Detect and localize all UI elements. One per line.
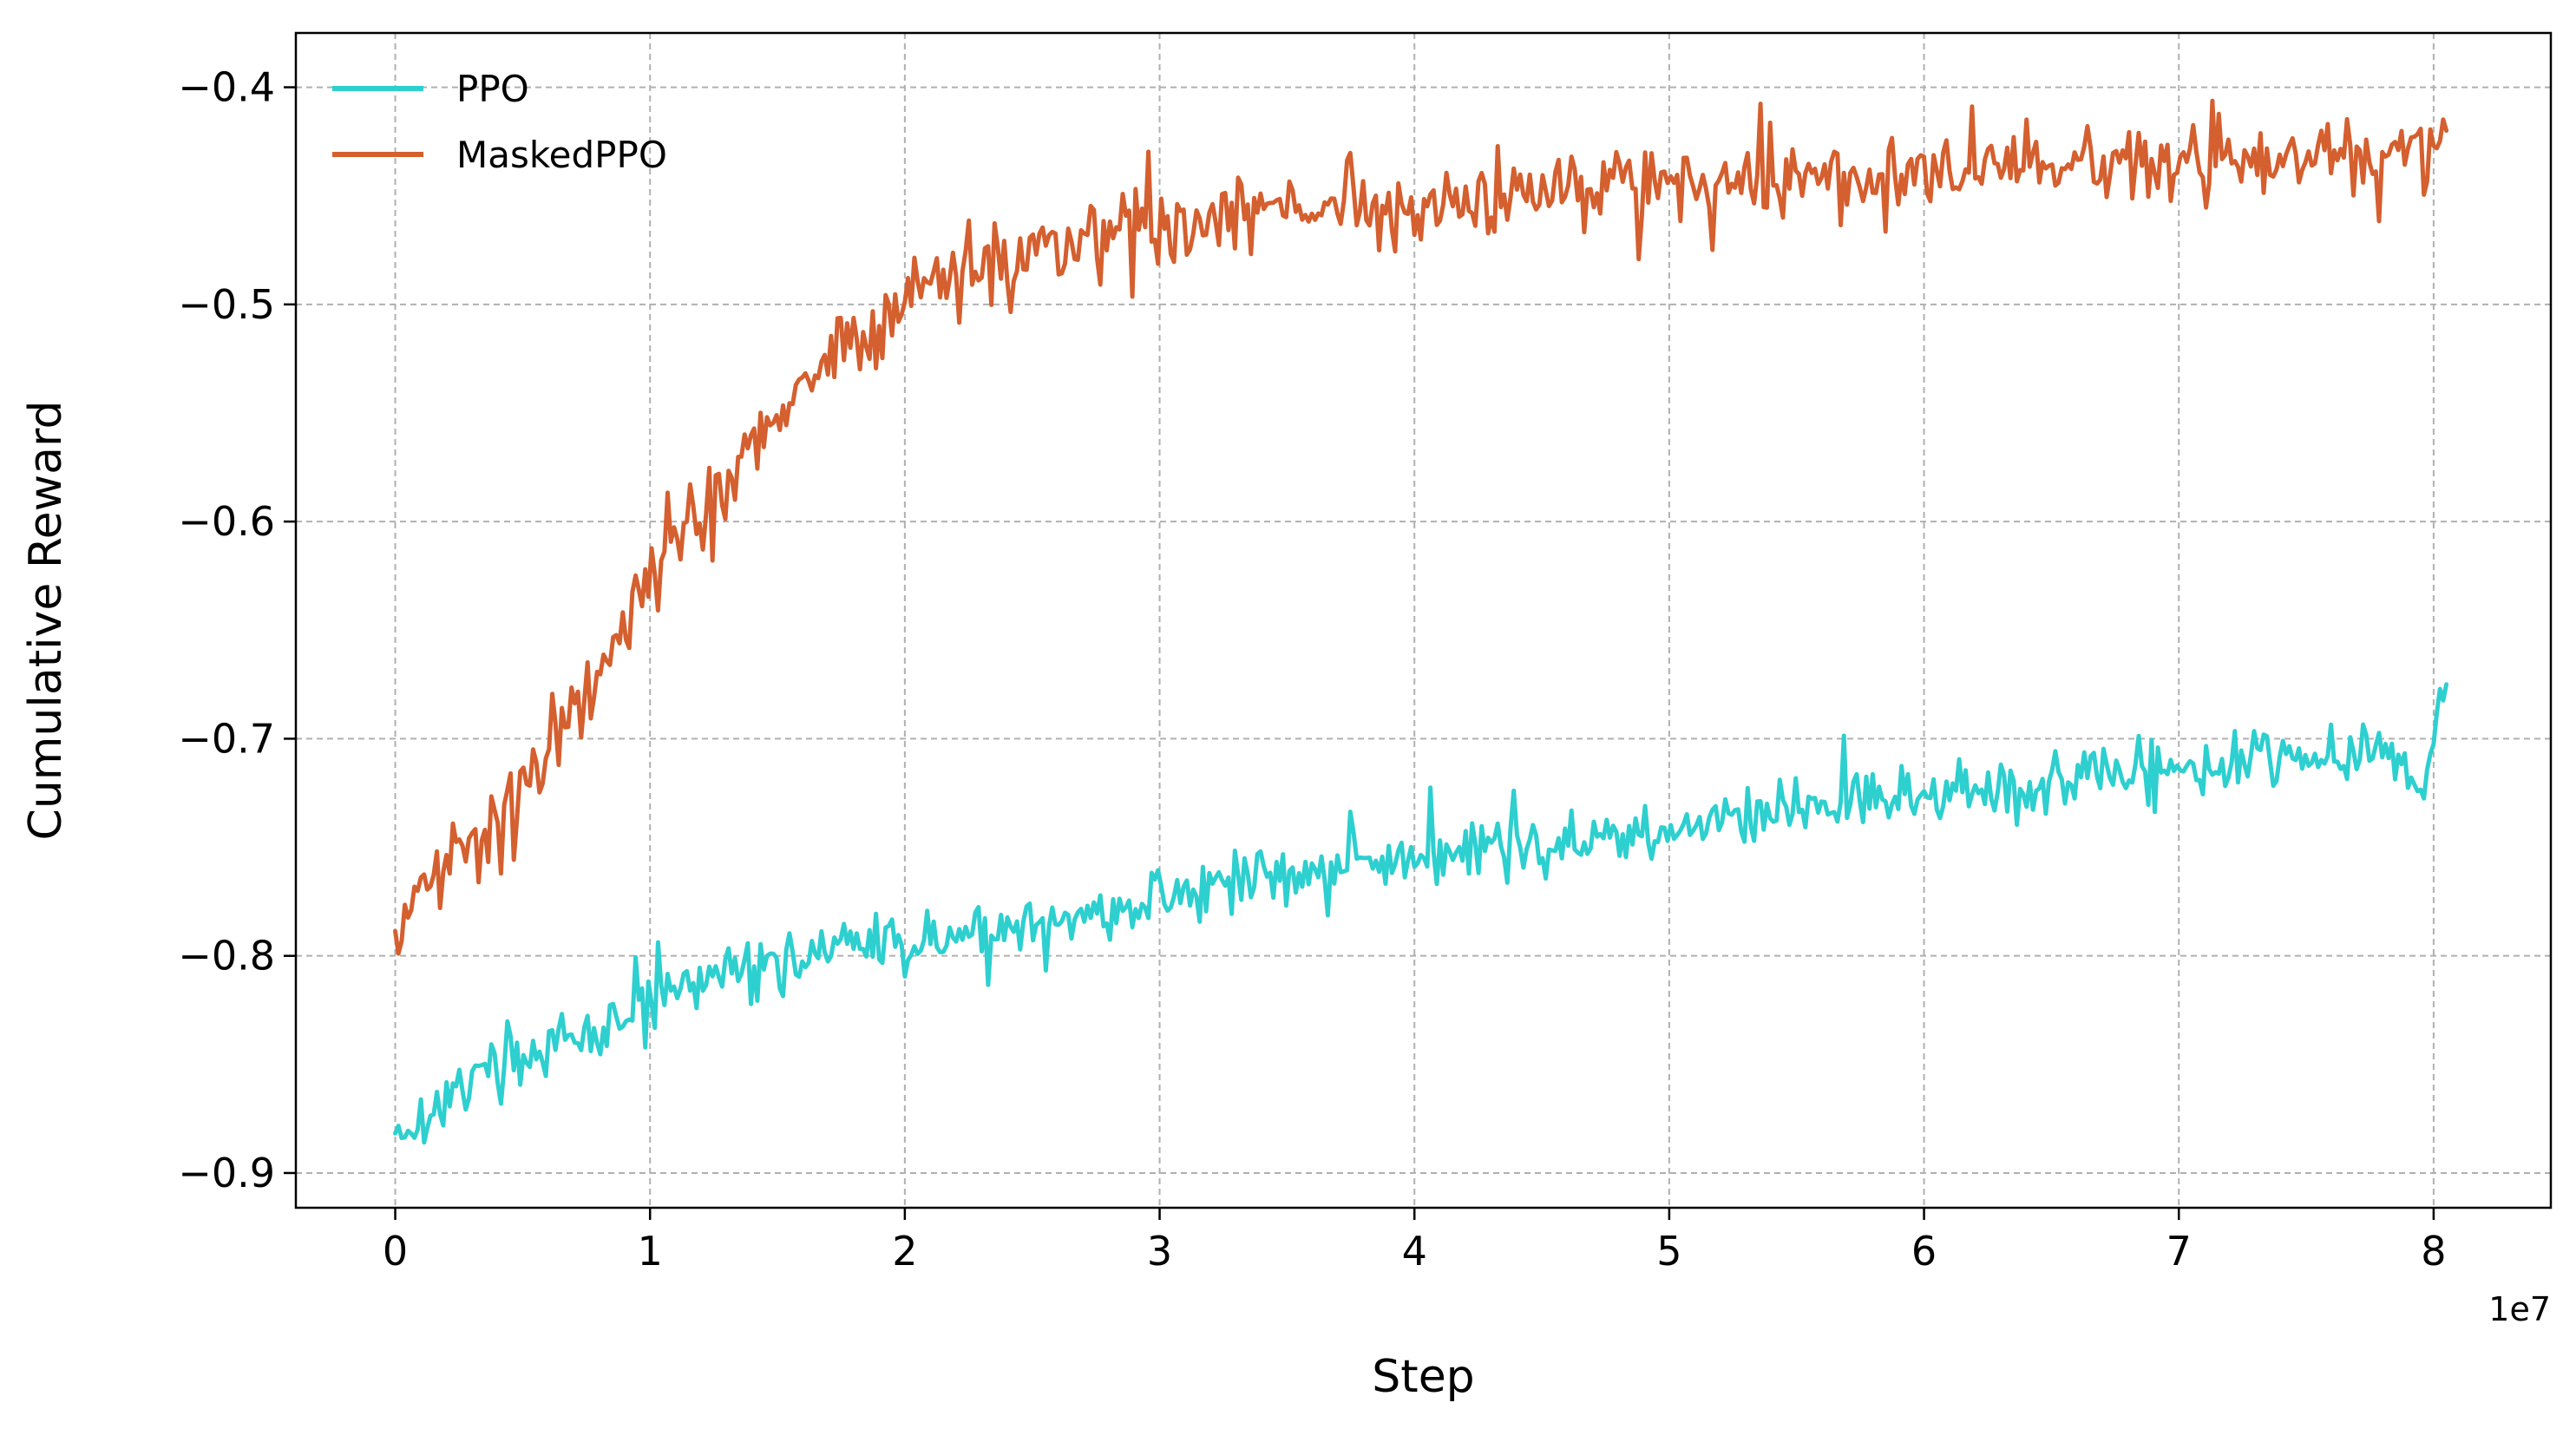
legend: PPO MaskedPPO — [332, 68, 667, 176]
legend-label-maskedppo: MaskedPPO — [456, 134, 667, 176]
x-tick-label: 0 — [383, 1228, 408, 1275]
x-tick-label: 2 — [892, 1228, 917, 1275]
x-tick-label: 3 — [1147, 1228, 1172, 1275]
x-axis-label: Step — [1372, 1351, 1474, 1403]
x-tick-label: 1 — [638, 1228, 663, 1275]
x-tick-label: 7 — [2166, 1228, 2192, 1275]
x-tick-label: 8 — [2421, 1228, 2446, 1275]
y-axis-label: Cumulative Reward — [20, 401, 72, 841]
x-tick-label: 5 — [1656, 1228, 1681, 1275]
series-layer — [393, 98, 2449, 1145]
y-axis-ticks: −0.9 −0.8 −0.7 −0.6 −0.5 −0.4 — [178, 64, 296, 1196]
y-tick-label: −0.8 — [178, 933, 275, 980]
series-line-ppo — [393, 682, 2449, 1145]
y-tick-label: −0.5 — [178, 281, 275, 328]
x-axis-offset-label: 1e7 — [2488, 1290, 2551, 1328]
y-tick-label: −0.9 — [178, 1150, 275, 1196]
legend-label-ppo: PPO — [456, 68, 529, 110]
series-line-maskedppo — [393, 98, 2449, 956]
x-axis-ticks: 0 1 2 3 4 5 6 7 8 — [383, 1208, 2447, 1275]
y-tick-label: −0.7 — [178, 715, 275, 762]
plot-frame — [294, 31, 2553, 1209]
x-tick-label: 6 — [1911, 1228, 1937, 1275]
y-tick-label: −0.6 — [178, 498, 275, 545]
grid — [296, 33, 2551, 1208]
x-tick-label: 4 — [1402, 1228, 1427, 1275]
y-tick-label: −0.4 — [178, 64, 275, 111]
